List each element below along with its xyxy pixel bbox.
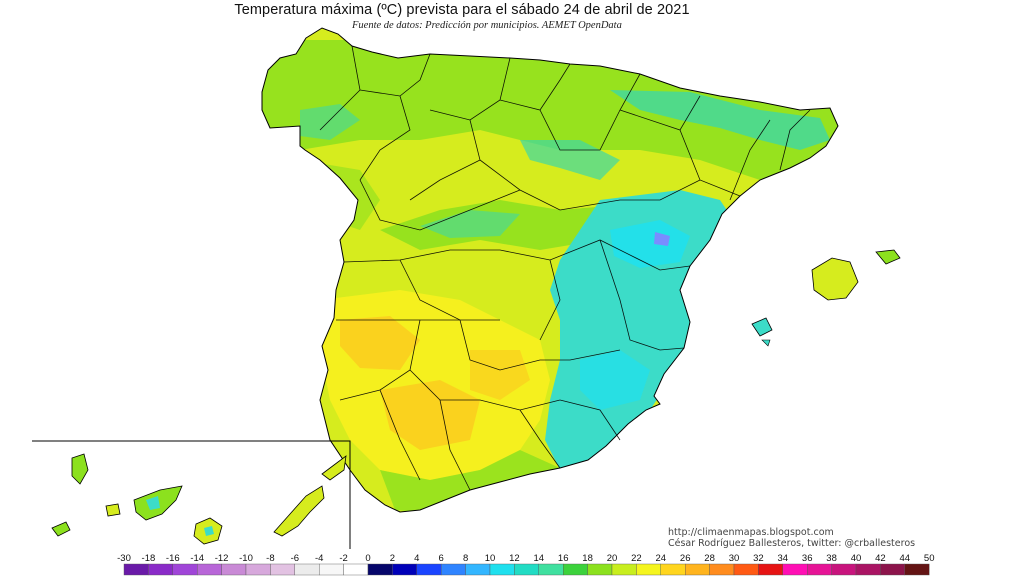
legend-tick-label: 44 — [900, 553, 911, 564]
island-ibiza — [751, 317, 773, 337]
island-fuerteventura — [273, 485, 325, 537]
legend-tick-label: -14 — [190, 553, 204, 564]
legend-tick-label: 38 — [826, 553, 837, 564]
island-lanzarote — [321, 455, 347, 481]
legend-swatch — [733, 563, 759, 576]
credit-url: http://climaenmapas.blogspot.com — [668, 527, 834, 538]
legend-swatch — [221, 563, 247, 576]
legend-tick-label: 14 — [534, 553, 545, 564]
legend-swatch — [685, 563, 710, 576]
legend-swatch — [904, 563, 930, 576]
legend-tick-label: 34 — [778, 553, 789, 564]
legend-swatch — [196, 563, 222, 576]
legend-tick-label: 16 — [558, 553, 569, 564]
legend-swatch — [587, 563, 613, 576]
legend-swatch — [416, 563, 442, 576]
map-subtitle: Fuente de datos: Predicción por municipi… — [352, 20, 622, 31]
legend-swatch — [880, 563, 906, 576]
legend-tick-label: 30 — [729, 553, 740, 564]
legend-tick-label: 10 — [485, 553, 496, 564]
credit-author: César Rodríguez Ballesteros, twitter: @c… — [668, 538, 916, 549]
legend-tick-label: -4 — [315, 553, 323, 564]
legend-tick-label: 26 — [680, 553, 691, 564]
color-scale-legend: -30 -18 -16 -14 -12 -10 -8 -6 -4 -2 0 2 4 6 8 10 12 14 16 1… — [117, 553, 935, 576]
legend-swatch — [270, 563, 295, 576]
legend-tick-label: -18 — [142, 553, 156, 564]
legend-tick-label: 32 — [753, 553, 764, 564]
legend-swatch — [343, 563, 369, 576]
island-la-gomera — [105, 503, 121, 517]
legend-swatch — [441, 563, 466, 576]
legend-tick-label: 18 — [582, 553, 593, 564]
legend-tick-label: 6 — [439, 553, 444, 564]
legend-swatch — [636, 563, 662, 576]
legend-tick-label: -2 — [339, 553, 347, 564]
legend-swatch — [660, 563, 686, 576]
legend-tick-label: 22 — [631, 553, 642, 564]
island-la-palma — [71, 453, 89, 485]
legend-tick-label: -12 — [215, 553, 229, 564]
legend-tick-label: 42 — [875, 553, 886, 564]
legend-tick-label: -30 — [117, 553, 131, 564]
legend-swatch — [294, 563, 320, 576]
legend-swatch — [855, 563, 881, 576]
legend-swatch — [782, 563, 808, 576]
legend-swatch — [465, 563, 491, 576]
legend-swatch — [538, 563, 564, 576]
legend-swatch — [514, 563, 540, 576]
legend-swatch — [489, 563, 515, 576]
legend-tick-label: 24 — [656, 553, 667, 564]
legend-swatch — [807, 563, 832, 576]
island-menorca — [875, 249, 901, 265]
legend-swatch — [319, 563, 344, 576]
legend-swatch — [123, 563, 149, 576]
legend-tick-label: -10 — [239, 553, 253, 564]
legend-swatch — [611, 563, 637, 576]
legend-swatch — [831, 563, 857, 576]
legend-swatch — [172, 563, 198, 576]
legend-tick-label: 0 — [365, 553, 370, 564]
legend-swatch — [367, 563, 393, 576]
legend-swatch — [148, 563, 173, 576]
legend-swatch — [709, 563, 735, 576]
legend-tick-label: -16 — [166, 553, 180, 564]
legend-tick-label: 4 — [414, 553, 419, 564]
legend-tick-label: 8 — [463, 553, 468, 564]
map-title: Temperatura máxima (ºC) prevista para el… — [234, 2, 690, 18]
legend-tick-label: 28 — [704, 553, 715, 564]
legend-tick-label: 50 — [924, 553, 935, 564]
legend-swatch — [245, 563, 271, 576]
legend-tick-label: 12 — [509, 553, 520, 564]
legend-tick-label: 36 — [802, 553, 813, 564]
legend-tick-label: 20 — [607, 553, 618, 564]
island-el-hierro — [51, 521, 71, 537]
island-mallorca — [811, 257, 859, 301]
legend-swatch — [563, 563, 588, 576]
legend-tick-label: -6 — [291, 553, 299, 564]
legend-tick-label: 40 — [851, 553, 862, 564]
legend-tick-label: -8 — [266, 553, 274, 564]
legend-swatch — [758, 563, 784, 576]
temperature-map — [32, 27, 901, 549]
legend-tick-label: 2 — [390, 553, 395, 564]
legend-swatch — [392, 563, 417, 576]
